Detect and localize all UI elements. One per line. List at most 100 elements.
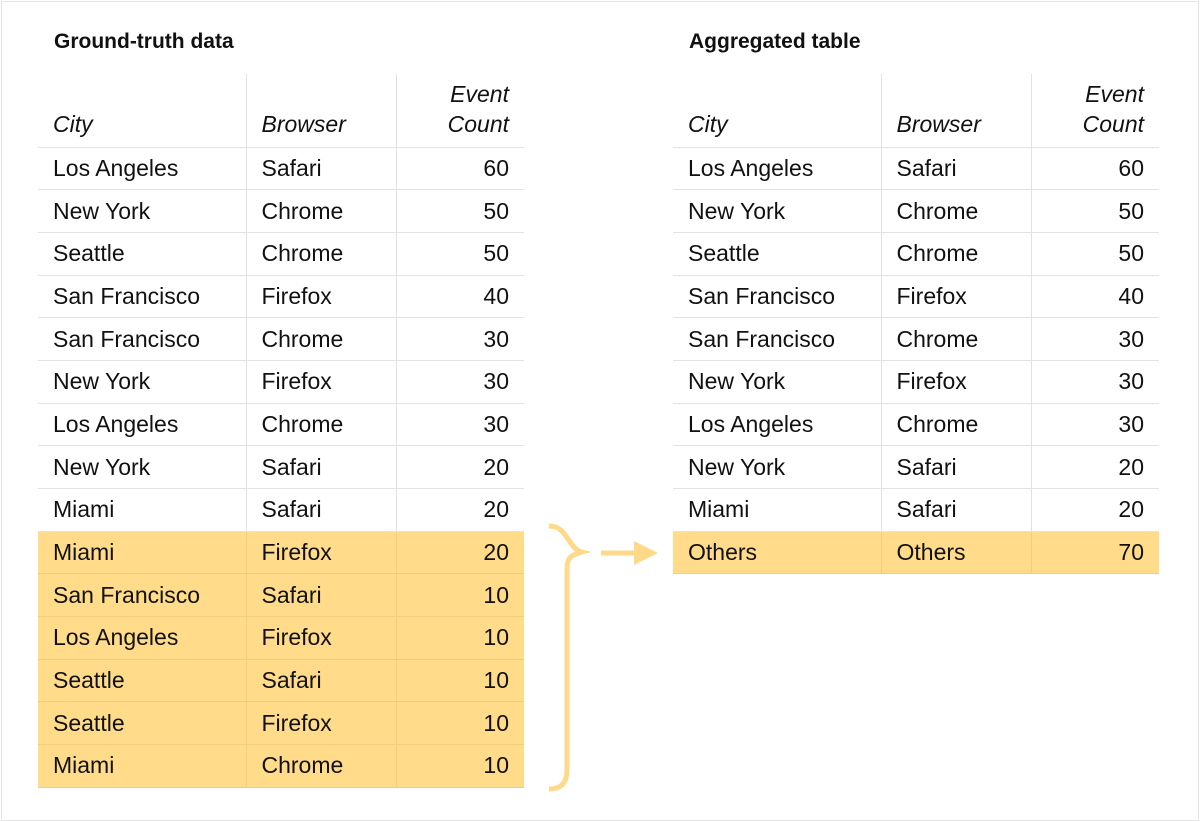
header-row: City Browser Event Count <box>38 74 524 148</box>
cell-browser: Firefox <box>246 616 397 660</box>
cell-city: Miami <box>673 488 882 532</box>
table-row: New York Chrome 50 <box>38 189 524 233</box>
cell-event-count: 50 <box>396 232 524 276</box>
table-row: New York Safari 20 <box>38 445 524 489</box>
cell-city: New York <box>673 445 882 489</box>
cell-event-count: 20 <box>396 531 524 575</box>
table-row: Los Angeles Chrome 30 <box>673 403 1159 447</box>
cell-browser: Safari <box>246 147 397 191</box>
cell-city: Seattle <box>38 659 247 703</box>
cell-city: Seattle <box>673 232 882 276</box>
cell-city: New York <box>673 189 882 233</box>
cell-browser: Firefox <box>246 360 397 404</box>
aggregated-title: Aggregated table <box>689 30 861 53</box>
cell-browser: Firefox <box>246 275 397 319</box>
table-row: Seattle Firefox 10 <box>38 701 524 746</box>
table-row: Miami Firefox 20 <box>38 531 524 575</box>
cell-event-count: 20 <box>1031 488 1159 532</box>
cell-browser: Chrome <box>246 744 397 788</box>
cell-city: Miami <box>38 531 247 575</box>
cell-city: New York <box>38 189 247 233</box>
table-row: Los Angeles Firefox 10 <box>38 616 524 660</box>
cell-event-count: 40 <box>1031 275 1159 319</box>
ground-truth-table: City Browser Event Count Los Angeles Safa… <box>38 74 524 788</box>
cell-browser: Chrome <box>246 232 397 276</box>
cell-browser: Safari <box>881 445 1032 489</box>
cell-city: Others <box>673 531 882 575</box>
table-row: Others Others 70 <box>673 531 1159 575</box>
cell-city: Los Angeles <box>673 403 882 447</box>
cell-browser: Safari <box>881 147 1032 191</box>
cell-event-count: 50 <box>1031 189 1159 233</box>
cell-browser: Safari <box>881 488 1032 532</box>
table-row: San Francisco Chrome 30 <box>673 317 1159 361</box>
cell-event-count: 60 <box>1031 147 1159 191</box>
cell-event-count: 30 <box>396 317 524 361</box>
table-row: San Francisco Safari 10 <box>38 573 524 618</box>
cell-city: Los Angeles <box>38 403 247 447</box>
cell-browser: Safari <box>246 445 397 489</box>
cell-event-count: 30 <box>1031 360 1159 404</box>
cell-city: San Francisco <box>38 317 247 361</box>
cell-browser: Chrome <box>246 403 397 447</box>
table-row: New York Safari 20 <box>673 445 1159 489</box>
table-row: Seattle Safari 10 <box>38 659 524 703</box>
cell-event-count: 10 <box>396 573 524 618</box>
cell-browser: Chrome <box>881 189 1032 233</box>
cell-event-count: 60 <box>396 147 524 191</box>
curly-brace-icon <box>548 523 592 792</box>
ground-truth-title: Ground-truth data <box>54 30 234 53</box>
cell-event-count: 10 <box>396 744 524 788</box>
cell-browser: Others <box>881 531 1032 575</box>
cell-city: New York <box>673 360 882 404</box>
cell-city: Los Angeles <box>673 147 882 191</box>
table-row: New York Firefox 30 <box>38 360 524 404</box>
table-row: Seattle Chrome 50 <box>673 232 1159 276</box>
table-row: Los Angeles Chrome 30 <box>38 403 524 447</box>
aggregated-table: City Browser Event Count Los Angeles Safa… <box>673 74 1159 575</box>
cell-browser: Chrome <box>881 317 1032 361</box>
cell-event-count: 20 <box>396 488 524 532</box>
cell-city: Los Angeles <box>38 147 247 191</box>
cell-event-count: 10 <box>396 701 524 746</box>
cell-browser: Firefox <box>246 701 397 746</box>
cell-browser: Safari <box>246 659 397 703</box>
cell-event-count: 40 <box>396 275 524 319</box>
cell-event-count: 30 <box>396 403 524 447</box>
cell-city: Seattle <box>38 232 247 276</box>
cell-event-count: 30 <box>1031 317 1159 361</box>
cell-browser: Firefox <box>881 275 1032 319</box>
header-event-count-text: Event Count <box>1082 80 1144 137</box>
table-row: Miami Chrome 10 <box>38 744 524 788</box>
table-row: Los Angeles Safari 60 <box>38 147 524 191</box>
cell-browser: Chrome <box>246 317 397 361</box>
cell-event-count: 50 <box>1031 232 1159 276</box>
cell-city: Miami <box>38 488 247 532</box>
cell-event-count: 50 <box>396 189 524 233</box>
table-row: San Francisco Firefox 40 <box>38 275 524 319</box>
cell-city: San Francisco <box>673 317 882 361</box>
cell-city: San Francisco <box>38 573 247 618</box>
table-row: San Francisco Chrome 30 <box>38 317 524 361</box>
cell-event-count: 10 <box>396 659 524 703</box>
table-row: New York Chrome 50 <box>673 189 1159 233</box>
cell-browser: Safari <box>246 573 397 618</box>
cell-city: San Francisco <box>38 275 247 319</box>
header-city: City <box>38 74 247 148</box>
table-row: Seattle Chrome 50 <box>38 232 524 276</box>
header-browser: Browser <box>881 74 1032 148</box>
cell-event-count: 20 <box>1031 445 1159 489</box>
cell-event-count: 10 <box>396 616 524 660</box>
header-city: City <box>673 74 882 148</box>
header-row: City Browser Event Count <box>673 74 1159 148</box>
cell-city: Seattle <box>38 701 247 746</box>
cell-browser: Firefox <box>246 531 397 575</box>
table-row: Los Angeles Safari 60 <box>673 147 1159 191</box>
table-row: New York Firefox 30 <box>673 360 1159 404</box>
cell-browser: Firefox <box>881 360 1032 404</box>
cell-event-count: 20 <box>396 445 524 489</box>
cell-city: New York <box>38 445 247 489</box>
cell-city: San Francisco <box>673 275 882 319</box>
